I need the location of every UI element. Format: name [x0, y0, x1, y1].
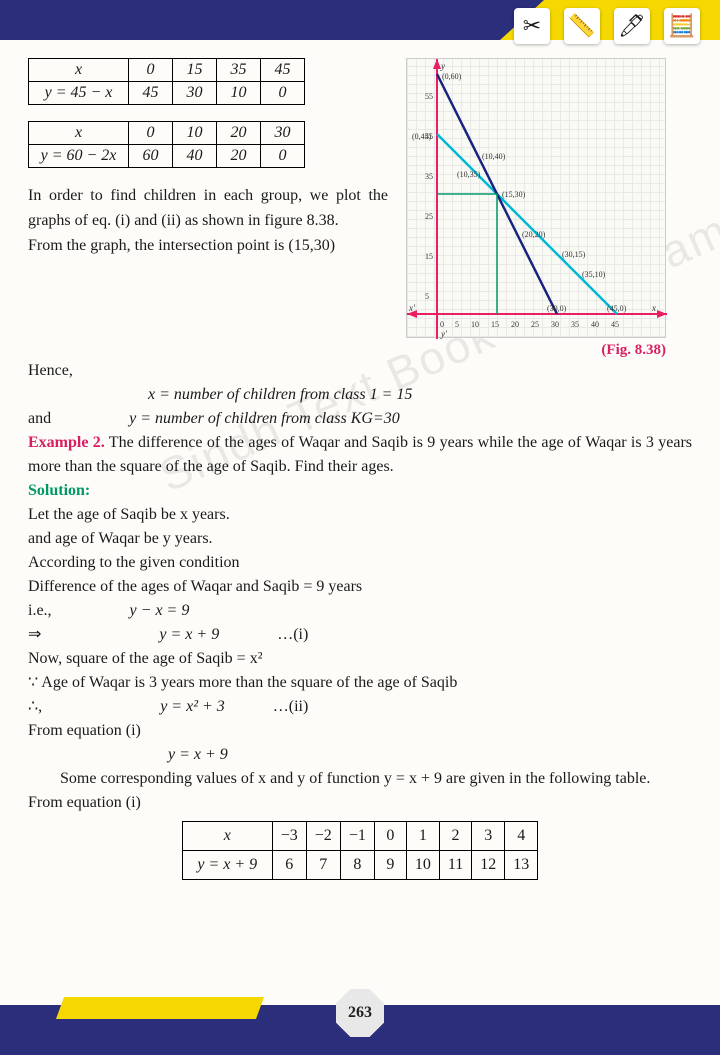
- eq-y: y = number of children from class KG=30: [129, 410, 400, 427]
- t3-r1c8: 3: [472, 822, 505, 851]
- svg-text:(30,15): (30,15): [562, 250, 586, 259]
- para-2: From the graph, the intersection point i…: [28, 234, 388, 259]
- svg-text:(0,60): (0,60): [442, 72, 462, 81]
- t3-r1c3: −2: [306, 822, 340, 851]
- t3-r2c7: 11: [439, 851, 471, 880]
- sol-line-11: y = x + 9: [168, 743, 692, 767]
- svg-text:35: 35: [425, 172, 433, 181]
- svg-text:(45,0): (45,0): [607, 304, 627, 313]
- sol-line-6: ⇒ y = x + 9 …(i): [28, 623, 692, 647]
- t1-r2c2: 45: [129, 82, 173, 105]
- sol-line-8: ∵ Age of Waqar is 3 years more than the …: [28, 671, 692, 695]
- svg-text:5: 5: [425, 292, 429, 301]
- table-1: x 0 15 35 45 y = 45 − x 45 30 10 0: [28, 58, 305, 105]
- t2-r2c5: 0: [261, 145, 305, 168]
- ruler-icon: 📏: [564, 8, 600, 44]
- sol-line-10: From equation (i): [28, 719, 692, 743]
- t3-r2c5: 9: [374, 851, 406, 880]
- t1-r1c1: x: [29, 59, 129, 82]
- sol-line-13: From equation (i): [28, 791, 692, 815]
- svg-text:35: 35: [571, 320, 579, 329]
- t1-r1c2: 0: [129, 59, 173, 82]
- svg-text:15: 15: [425, 252, 433, 261]
- t2-r2c3: 40: [173, 145, 217, 168]
- sol-line-4: Difference of the ages of Waqar and Saqi…: [28, 575, 692, 599]
- calculator-icon: 🧮: [664, 8, 700, 44]
- t3-r2c3: 7: [306, 851, 340, 880]
- t3-r1c7: 2: [439, 822, 471, 851]
- svg-text:(15,30): (15,30): [502, 190, 526, 199]
- svg-text:25: 25: [531, 320, 539, 329]
- t3-r1c1: x: [182, 822, 272, 851]
- sol-line-2: and age of Waqar be y years.: [28, 527, 692, 551]
- svg-text:y: y: [440, 61, 445, 71]
- svg-text:(10,40): (10,40): [482, 152, 506, 161]
- svg-text:(35,10): (35,10): [582, 270, 606, 279]
- t2-r2c4: 20: [217, 145, 261, 168]
- sol-line-9: ∴, y = x² + 3 …(ii): [28, 695, 692, 719]
- graph-figure: (0,60) (0,45) (10,40) (10,35) (15,30) (2…: [406, 58, 666, 338]
- svg-text:15: 15: [491, 320, 499, 329]
- pen-icon: 🖊: [614, 8, 650, 44]
- t3-r2c6: 10: [406, 851, 439, 880]
- svg-text:(30,0): (30,0): [547, 304, 567, 313]
- t3-r2c1: y = x + 9: [182, 851, 272, 880]
- t3-r2c4: 8: [340, 851, 374, 880]
- sol-line-3: According to the given condition: [28, 551, 692, 575]
- sol-line-7: Now, square of the age of Saqib = x²: [28, 647, 692, 671]
- svg-text:25: 25: [425, 212, 433, 221]
- t3-r2c9: 13: [505, 851, 538, 880]
- solution-label: Solution:: [28, 479, 692, 503]
- para-1: In order to find children in each group,…: [28, 184, 388, 234]
- svg-text:y': y': [440, 329, 448, 339]
- header-icons: ✂ 📏 🖊 🧮: [514, 8, 700, 44]
- svg-text:45: 45: [425, 132, 433, 141]
- t3-r2c2: 6: [272, 851, 306, 880]
- t2-r1c2: 0: [129, 122, 173, 145]
- t2-r1c5: 30: [261, 122, 305, 145]
- svg-text:5: 5: [455, 320, 459, 329]
- table-3: x −3 −2 −1 0 1 2 3 4 y = x + 9 6 7 8 9 1…: [182, 821, 539, 880]
- example-label: Example 2.: [28, 434, 105, 451]
- t1-r2c3: 30: [173, 82, 217, 105]
- t1-r2c5: 0: [261, 82, 305, 105]
- t3-r1c2: −3: [272, 822, 306, 851]
- t3-r1c4: −1: [340, 822, 374, 851]
- and-label: and: [28, 410, 51, 427]
- svg-text:x': x': [408, 303, 416, 313]
- sol-line-1: Let the age of Saqib be x years.: [28, 503, 692, 527]
- example-text: The difference of the ages of Waqar and …: [28, 434, 692, 475]
- eq-x: x = number of children from class 1 = 15: [148, 383, 692, 407]
- svg-text:0: 0: [440, 320, 444, 329]
- t2-r1c3: 10: [173, 122, 217, 145]
- t1-r1c4: 35: [217, 59, 261, 82]
- t2-r2c2: 60: [129, 145, 173, 168]
- sol-line-12: Some corresponding values of x and y of …: [28, 767, 692, 791]
- svg-text:40: 40: [591, 320, 599, 329]
- figure-label: (Fig. 8.38): [406, 342, 666, 359]
- svg-text:(20,20): (20,20): [522, 230, 546, 239]
- svg-text:(10,35): (10,35): [457, 170, 481, 179]
- t3-r1c9: 4: [505, 822, 538, 851]
- table-2: x 0 10 20 30 y = 60 − 2x 60 40 20 0: [28, 121, 305, 168]
- svg-text:30: 30: [551, 320, 559, 329]
- svg-text:x: x: [651, 303, 656, 313]
- svg-text:10: 10: [471, 320, 479, 329]
- t1-r1c5: 45: [261, 59, 305, 82]
- svg-text:55: 55: [425, 92, 433, 101]
- t1-r2c1: y = 45 − x: [29, 82, 129, 105]
- t3-r1c6: 1: [406, 822, 439, 851]
- t2-r1c4: 20: [217, 122, 261, 145]
- t2-r2c1: y = 60 − 2x: [29, 145, 129, 168]
- scissors-icon: ✂: [514, 8, 550, 44]
- t1-r2c4: 10: [217, 82, 261, 105]
- t3-r1c5: 0: [374, 822, 406, 851]
- hence-label: Hence,: [28, 359, 692, 383]
- sol-line-5: i.e., y − x = 9: [28, 599, 692, 623]
- t3-r2c8: 12: [472, 851, 505, 880]
- t1-r1c3: 15: [173, 59, 217, 82]
- svg-text:45: 45: [611, 320, 619, 329]
- svg-text:20: 20: [511, 320, 519, 329]
- t2-r1c1: x: [29, 122, 129, 145]
